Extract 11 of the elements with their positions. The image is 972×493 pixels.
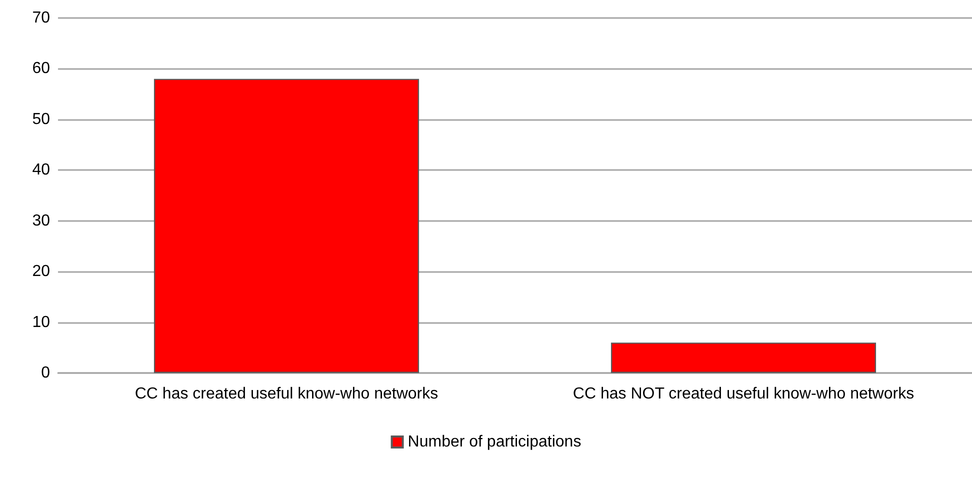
x-tick-label: CC has created useful know-who networks [134,386,438,402]
y-tick-label: 0 [41,364,50,382]
y-tick-label: 30 [32,212,50,230]
x-tick-label: CC has NOT created useful know-who networks [572,386,914,402]
y-tick-label: 50 [32,110,50,128]
y-tick-label: 40 [32,162,50,179]
y-tick-label: 20 [32,263,50,280]
y-tick-label: 10 [32,314,50,331]
y-tick-label: 70 [32,10,50,26]
legend-label: Number of participations [408,434,582,450]
y-tick-label: 60 [32,60,50,78]
